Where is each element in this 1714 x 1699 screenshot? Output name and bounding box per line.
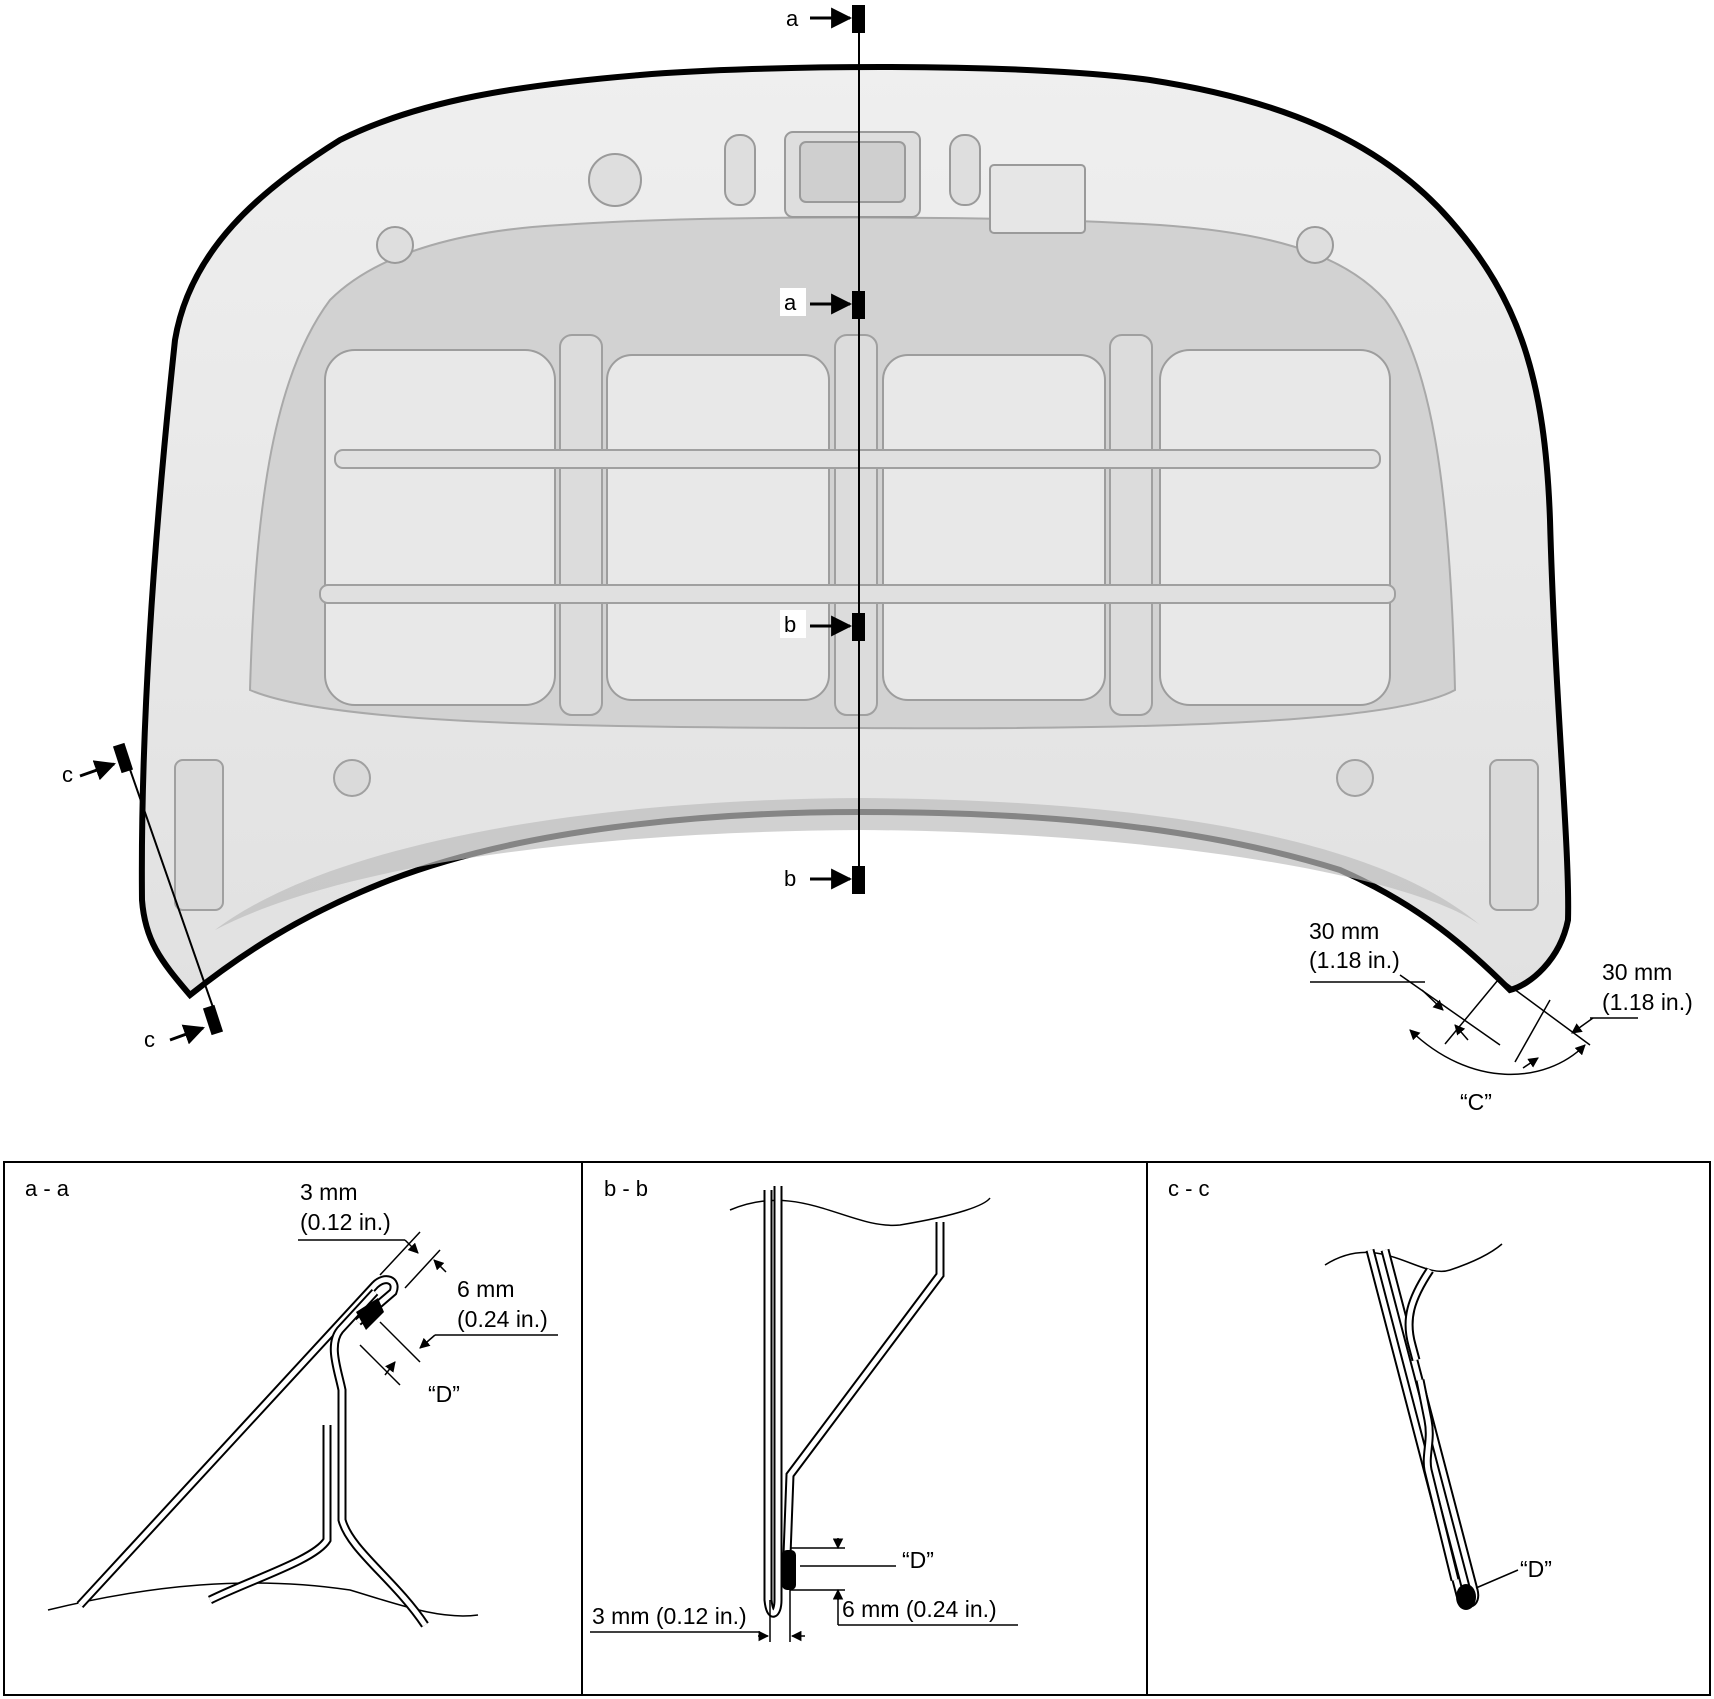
marker-label-b-2: b: [784, 866, 796, 891]
corner-area-label: “C”: [1460, 1089, 1492, 1115]
corner-dim2-value: 30 mm: [1602, 959, 1672, 985]
section-b-dim1: 3 mm (0.12 in.): [592, 1603, 747, 1629]
marker-label-a: a: [786, 6, 799, 31]
section-b-title: b - b: [604, 1176, 648, 1201]
hood-illustration: a a b b c c: [62, 5, 1693, 1115]
horizontal-ribs: [319, 449, 1396, 604]
section-b-dim2: 6 mm (0.24 in.): [842, 1596, 997, 1622]
section-a-bead-label: “D”: [428, 1381, 460, 1407]
section-c-c: c - c “D”: [1168, 1176, 1552, 1610]
corner-pads: [174, 759, 1539, 911]
section-a-dim1-value: 3 mm: [300, 1179, 358, 1205]
section-marker-c-bottom: c: [144, 1004, 224, 1052]
section-a-dim1-imperial: (0.12 in.): [300, 1209, 391, 1235]
section-marker-b-bottom: b: [784, 866, 865, 894]
corner-dim1-imperial: (1.18 in.): [1309, 947, 1400, 973]
latch-area: [376, 131, 1334, 264]
section-marker-c-top: c: [62, 742, 134, 787]
section-marker-a-top: a: [786, 5, 865, 33]
section-c-title: c - c: [1168, 1176, 1210, 1201]
section-marker-a-mid: a: [780, 288, 865, 319]
section-a-a: a - a 3 mm (0.12 in.) 6 mm (0.24 in.) “D: [25, 1176, 558, 1628]
corner-dim1-value: 30 mm: [1309, 918, 1379, 944]
inner-panels: [324, 349, 1391, 706]
corner-detail-C: [1310, 974, 1638, 1076]
section-line-c: [125, 757, 217, 1017]
marker-label-c-2: c: [144, 1027, 155, 1052]
section-c-bead-label: “D”: [1520, 1556, 1552, 1582]
section-marker-b-mid: b: [780, 610, 865, 641]
marker-label-c: c: [62, 762, 73, 787]
corner-dim2-imperial: (1.18 in.): [1602, 989, 1693, 1015]
marker-label-a-2: a: [784, 290, 797, 315]
section-a-dim2-imperial: (0.24 in.): [457, 1306, 548, 1332]
section-a-title: a - a: [25, 1176, 70, 1201]
section-a-dim2-value: 6 mm: [457, 1276, 515, 1302]
marker-label-b: b: [784, 612, 796, 637]
section-b-b: b - b “D” 3 mm (0.12 in.) 6 mm (0.24 in.…: [590, 1176, 1018, 1642]
section-b-bead-label: “D”: [902, 1547, 934, 1573]
